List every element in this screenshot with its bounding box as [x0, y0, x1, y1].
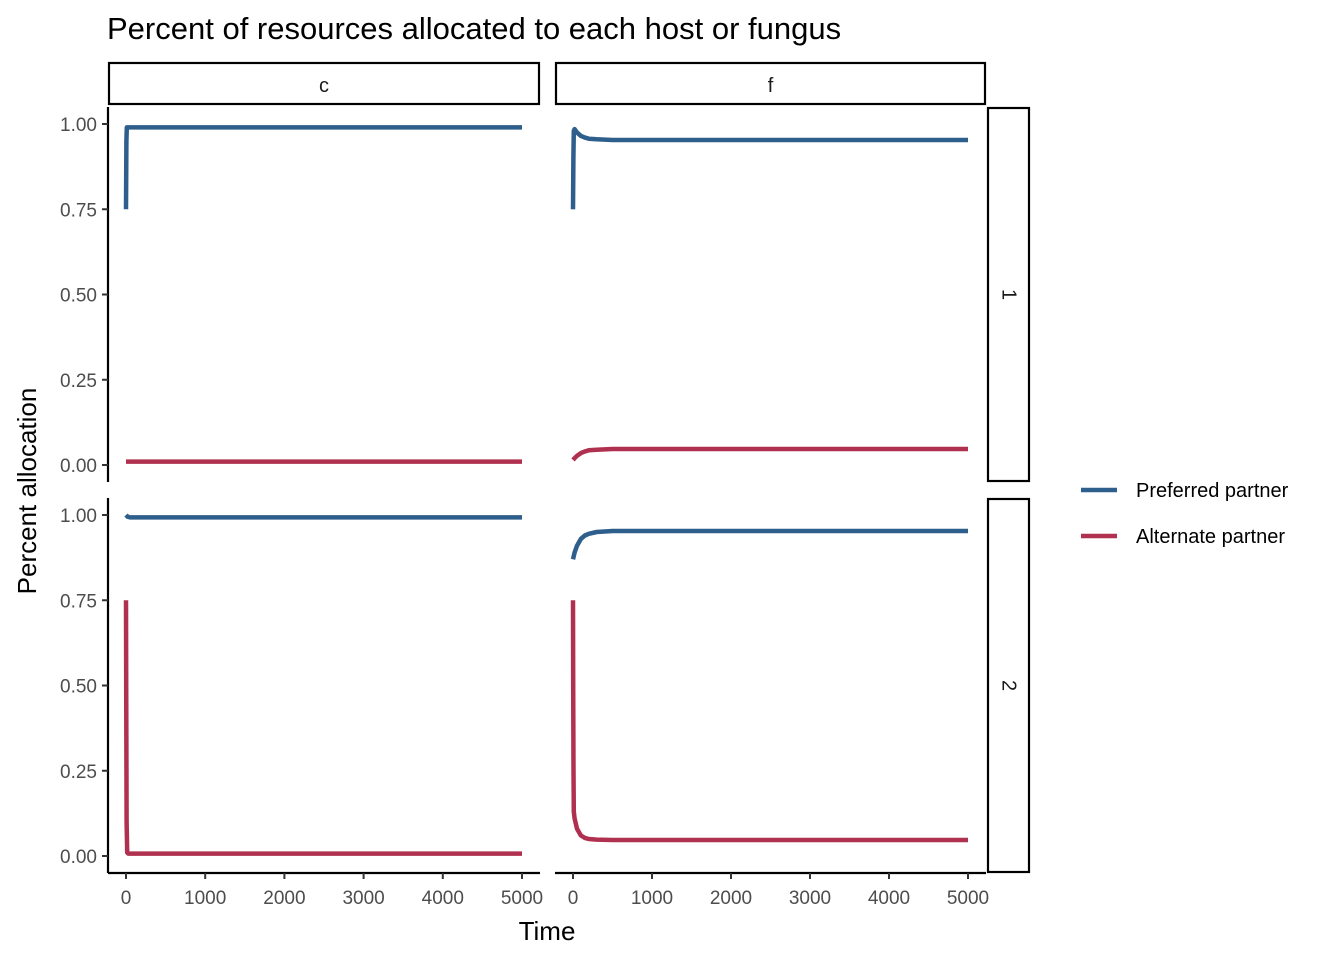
- legend: Preferred partner Alternate partner: [1081, 480, 1289, 548]
- strip-label-row-2: 2: [998, 680, 1020, 691]
- strip-label-col-c: c: [319, 75, 329, 97]
- series-line-alternate-partner-c-2: [123, 600, 522, 856]
- legend-label-alternate-partner: Alternate partner: [1136, 526, 1285, 548]
- strip-label-row-1: 1: [998, 289, 1020, 300]
- series-line-preferred-partner-f-2: [570, 528, 968, 560]
- x-axis-label: Time: [519, 916, 576, 946]
- y-tick-label: 0.00: [60, 456, 97, 477]
- series-line-preferred-partner-f-1: [570, 126, 968, 210]
- y-tick-label: 0.25: [60, 371, 97, 392]
- x-tick-label: 5000: [501, 888, 543, 909]
- y-axis-label: Percent allocation: [12, 388, 42, 595]
- y-tick-label: 0.50: [60, 677, 97, 698]
- x-tick-label: 4000: [422, 888, 464, 909]
- strip-box-col-f: [554, 61, 987, 106]
- series-line-preferred-partner-c-2: [124, 513, 522, 520]
- panels-layer: c f 1 2 0.00 0.25 0.50 0.75 1.00 0.00 0.25 0.50 0.75…: [60, 61, 1031, 909]
- y-tick-label: 0.75: [60, 591, 97, 612]
- x-tick-label: 5000: [947, 888, 989, 909]
- y-tick-label: 1.00: [60, 115, 97, 136]
- x-tick-label: 0: [121, 888, 132, 909]
- x-tick-label: 3000: [342, 888, 384, 909]
- strip-box-row-2: [986, 497, 1031, 874]
- strip-label-col-f: f: [768, 75, 774, 97]
- x-tick-label: 2000: [710, 888, 752, 909]
- x-tick-label: 1000: [631, 888, 673, 909]
- legend-label-preferred-partner: Preferred partner: [1136, 480, 1289, 502]
- strip-box-col-c: [107, 61, 541, 106]
- series-line-preferred-partner-c-1: [123, 125, 522, 210]
- x-tick-label: 3000: [789, 888, 831, 909]
- chart-title: Percent of resources allocated to each h…: [107, 11, 841, 46]
- x-tick-label: 2000: [263, 888, 305, 909]
- y-tick-label: 0.75: [60, 200, 97, 221]
- series-line-alternate-partner-f-2: [570, 600, 968, 843]
- y-tick-label: 0.25: [60, 762, 97, 783]
- y-tick-label: 1.00: [60, 506, 97, 527]
- series-line-alternate-partner-f-1: [571, 446, 968, 462]
- y-tick-label: 0.50: [60, 286, 97, 307]
- y-tick-label: 0.00: [60, 847, 97, 868]
- x-tick-label: 0: [568, 888, 579, 909]
- x-tick-label: 4000: [868, 888, 910, 909]
- x-tick-label: 1000: [184, 888, 226, 909]
- strip-box-row-1: [986, 106, 1031, 483]
